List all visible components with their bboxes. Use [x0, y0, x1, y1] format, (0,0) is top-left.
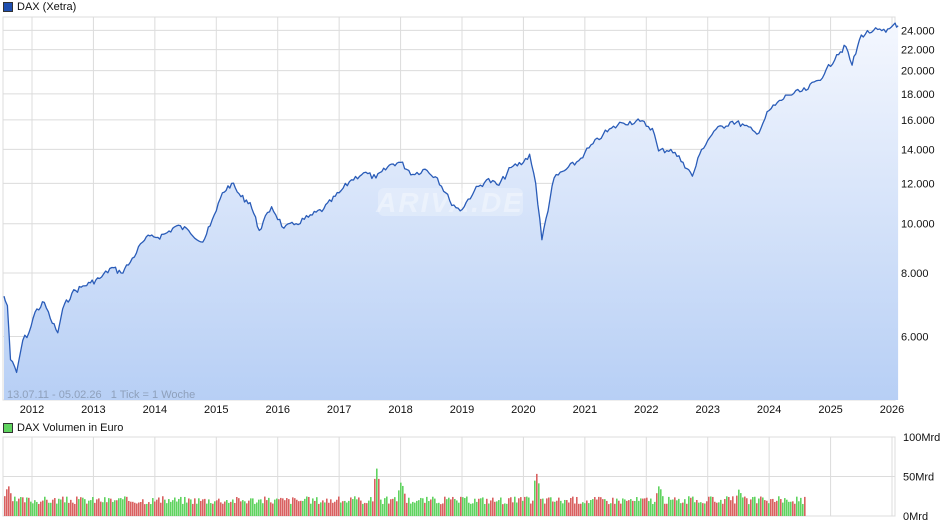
volume-bars — [4, 468, 806, 516]
volume-legend: DAX Volumen in Euro — [3, 421, 123, 435]
volume-legend-swatch-icon — [3, 423, 13, 433]
svg-text:2024: 2024 — [757, 404, 781, 416]
svg-text:16.000: 16.000 — [901, 115, 935, 127]
svg-text:20.000: 20.000 — [901, 66, 935, 78]
price-area — [4, 23, 899, 400]
svg-text:2017: 2017 — [327, 404, 351, 416]
svg-text:2025: 2025 — [818, 404, 842, 416]
svg-text:2019: 2019 — [450, 404, 474, 416]
svg-text:2026: 2026 — [880, 404, 904, 416]
svg-text:10.000: 10.000 — [901, 219, 935, 231]
svg-text:2020: 2020 — [511, 404, 535, 416]
volume-grid — [2, 436, 896, 517]
price-chart[interactable]: ARIVA.DE 13.07.11 - 05.02.26 1 Tick = 1 … — [0, 0, 940, 420]
svg-text:2022: 2022 — [634, 404, 658, 416]
svg-text:0Mrd: 0Mrd — [903, 511, 928, 523]
svg-text:22.000: 22.000 — [901, 45, 935, 57]
svg-text:100Mrd: 100Mrd — [903, 432, 940, 444]
svg-text:18.000: 18.000 — [901, 89, 935, 101]
price-legend-label: DAX (Xetra) — [17, 1, 77, 13]
svg-text:12.000: 12.000 — [901, 178, 935, 190]
svg-text:ARIVA.DE: ARIVA.DE — [375, 187, 524, 218]
volume-legend-label: DAX Volumen in Euro — [17, 422, 124, 434]
price-legend: DAX (Xetra) — [3, 0, 76, 14]
price-line — [3, 22, 899, 374]
svg-text:2023: 2023 — [695, 404, 719, 416]
svg-text:2013: 2013 — [81, 404, 105, 416]
price-legend-swatch-icon — [3, 2, 13, 12]
price-y-axis: 6.000 8.000 10.000 12.000 14.000 16.000 18.000… — [901, 25, 935, 343]
svg-text:2018: 2018 — [388, 404, 412, 416]
time-x-axis: 2012 2013 2014 2015 2016 2017 2018 2019 2020 2021… — [20, 404, 904, 416]
svg-text:8.000: 8.000 — [901, 268, 929, 280]
svg-text:2015: 2015 — [204, 404, 228, 416]
svg-text:2014: 2014 — [143, 404, 167, 416]
svg-text:14.000: 14.000 — [901, 144, 935, 156]
date-range-label: 13.07.11 - 05.02.26 1 Tick = 1 Woche — [7, 389, 195, 401]
svg-text:2016: 2016 — [265, 404, 289, 416]
svg-text:50Mrd: 50Mrd — [903, 472, 934, 484]
svg-text:24.000: 24.000 — [901, 25, 935, 37]
watermark: ARIVA.DE — [375, 187, 524, 218]
volume-y-axis: 0Mrd 50Mrd 100Mrd — [903, 432, 940, 523]
svg-text:2021: 2021 — [573, 404, 597, 416]
svg-text:6.000: 6.000 — [901, 331, 929, 343]
svg-text:2012: 2012 — [20, 404, 44, 416]
